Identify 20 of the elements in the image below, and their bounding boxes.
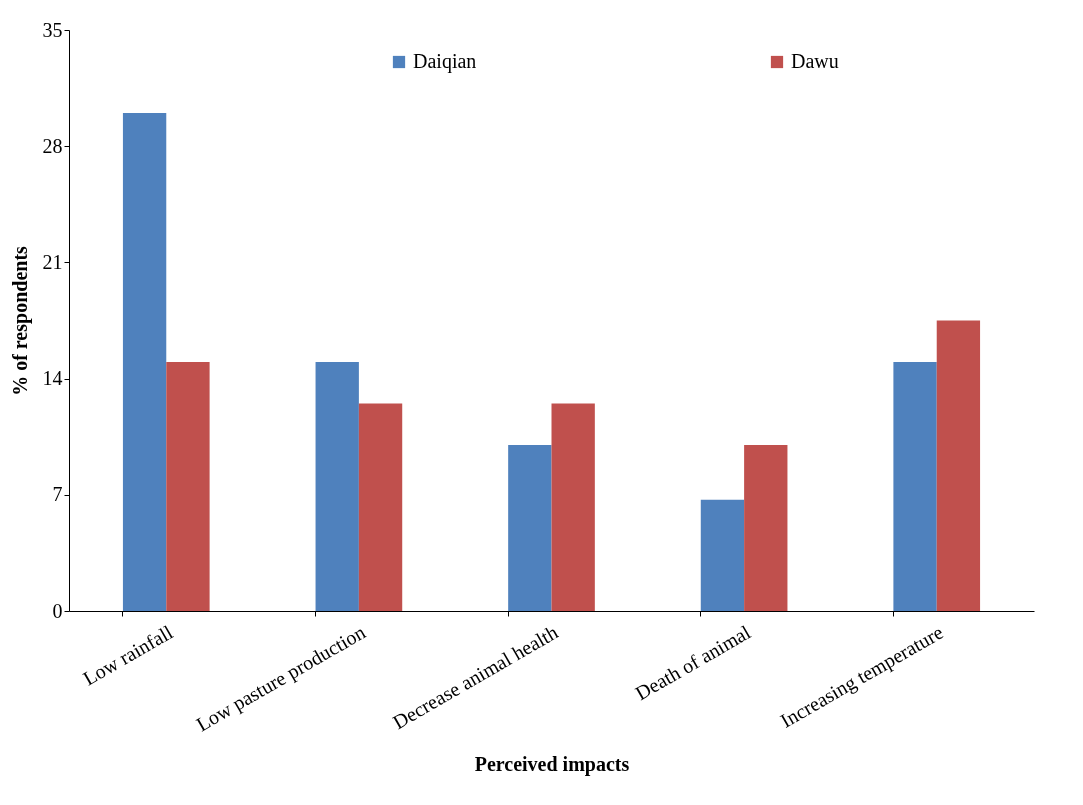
y-tick-label: 21 xyxy=(42,250,63,273)
y-tick-label: 35 xyxy=(42,18,63,41)
bar xyxy=(700,499,745,611)
y-tick-label: 14 xyxy=(42,367,63,390)
bar xyxy=(358,403,403,611)
y-tick-label: 28 xyxy=(42,134,63,157)
x-axis-title: Perceived impacts xyxy=(474,753,630,777)
bar xyxy=(315,362,359,611)
y-tick-label: 0 xyxy=(52,599,63,622)
legend-label: Dawu xyxy=(791,50,839,72)
bar xyxy=(122,113,167,611)
bar xyxy=(744,445,788,611)
y-axis-title: % of respondents xyxy=(8,245,32,396)
bar xyxy=(508,445,552,611)
bar xyxy=(551,403,595,611)
bar xyxy=(893,362,937,611)
legend-label: Daiqian xyxy=(413,50,477,73)
y-tick-label: 7 xyxy=(52,483,63,506)
bar xyxy=(936,320,981,611)
bar xyxy=(166,362,210,611)
